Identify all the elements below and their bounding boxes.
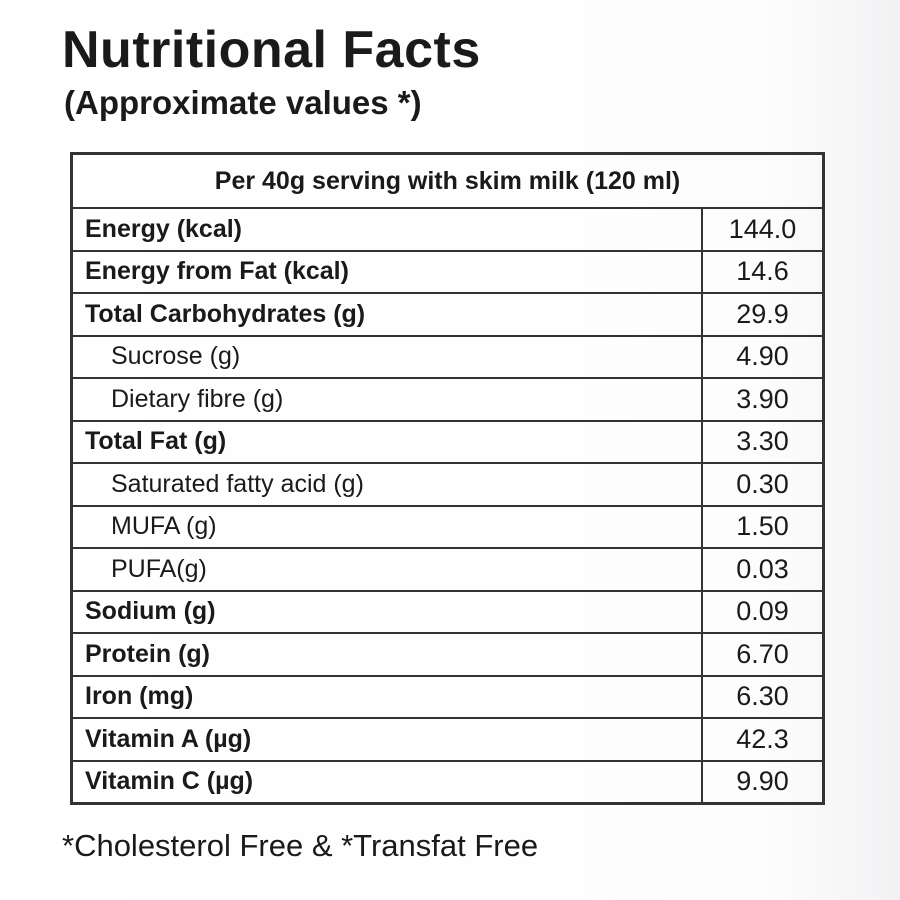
nutrient-value: 42.3 (701, 717, 825, 762)
nutrient-value: 3.30 (701, 419, 825, 464)
footnote: *Cholesterol Free & *Transfat Free (62, 828, 539, 863)
caption-row: Per 40g serving with skim milk (120 ml) (70, 152, 825, 209)
nutrient-label: Iron (mg) (70, 674, 703, 719)
nutrient-row: Sodium (g) 0.09 (70, 589, 825, 634)
nutrient-value: 4.90 (701, 334, 825, 379)
nutrient-label: Saturated fatty acid (g) (70, 462, 703, 507)
nutrient-row: Total Carbohydrates (g) 29.9 (70, 292, 825, 337)
nutrient-value: 0.30 (701, 462, 825, 507)
nutrient-label: PUFA(g) (70, 547, 703, 592)
nutrient-value: 6.70 (701, 632, 825, 677)
nutrient-value: 3.90 (701, 377, 825, 422)
nutrient-label: Total Fat (g) (70, 419, 703, 464)
nutrient-label: Protein (g) (70, 632, 703, 677)
nutrient-label: MUFA (g) (70, 504, 703, 549)
nutrient-value: 0.09 (701, 589, 825, 634)
nutrient-row: Protein (g) 6.70 (70, 632, 825, 677)
table-caption: Per 40g serving with skim milk (120 ml) (70, 152, 825, 209)
nutrient-row: Vitamin A (µg) 42.3 (70, 717, 825, 762)
nutrient-value: 9.90 (701, 759, 825, 805)
nutrient-value: 1.50 (701, 504, 825, 549)
nutrient-row: Total Fat (g) 3.30 (70, 419, 825, 464)
title: Nutritional Facts (62, 21, 481, 79)
nutrient-value: 144.0 (701, 207, 825, 252)
nutrient-row: Energy from Fat (kcal) 14.6 (70, 249, 825, 294)
nutrient-label: Dietary fibre (g) (70, 377, 703, 422)
nutrient-label: Sodium (g) (70, 589, 703, 634)
nutrient-row: Iron (mg) 6.30 (70, 674, 825, 719)
nutrient-label: Vitamin C (µg) (70, 759, 703, 805)
nutrient-label: Vitamin A (µg) (70, 717, 703, 762)
nutrient-label: Sucrose (g) (70, 334, 703, 379)
nutrient-value: 6.30 (701, 674, 825, 719)
nutrient-label: Energy (kcal) (70, 207, 703, 252)
sub-nutrient-row: Sucrose (g) 4.90 (70, 334, 825, 379)
sub-nutrient-row: Dietary fibre (g) 3.90 (70, 377, 825, 422)
nutrient-value: 0.03 (701, 547, 825, 592)
nutrition-table: Per 40g serving with skim milk (120 ml) … (70, 152, 825, 805)
nutrient-value: 14.6 (701, 249, 825, 294)
subtitle: (Approximate values *) (64, 84, 422, 121)
nutrient-value: 29.9 (701, 292, 825, 337)
nutrient-label: Total Carbohydrates (g) (70, 292, 703, 337)
sub-nutrient-row: Saturated fatty acid (g) 0.30 (70, 462, 825, 507)
nutrient-row: Energy (kcal) 144.0 (70, 207, 825, 252)
sub-nutrient-row: PUFA(g) 0.03 (70, 547, 825, 592)
nutrient-row: Vitamin C (µg) 9.90 (70, 759, 825, 805)
nutrient-label: Energy from Fat (kcal) (70, 249, 703, 294)
sub-nutrient-row: MUFA (g) 1.50 (70, 504, 825, 549)
